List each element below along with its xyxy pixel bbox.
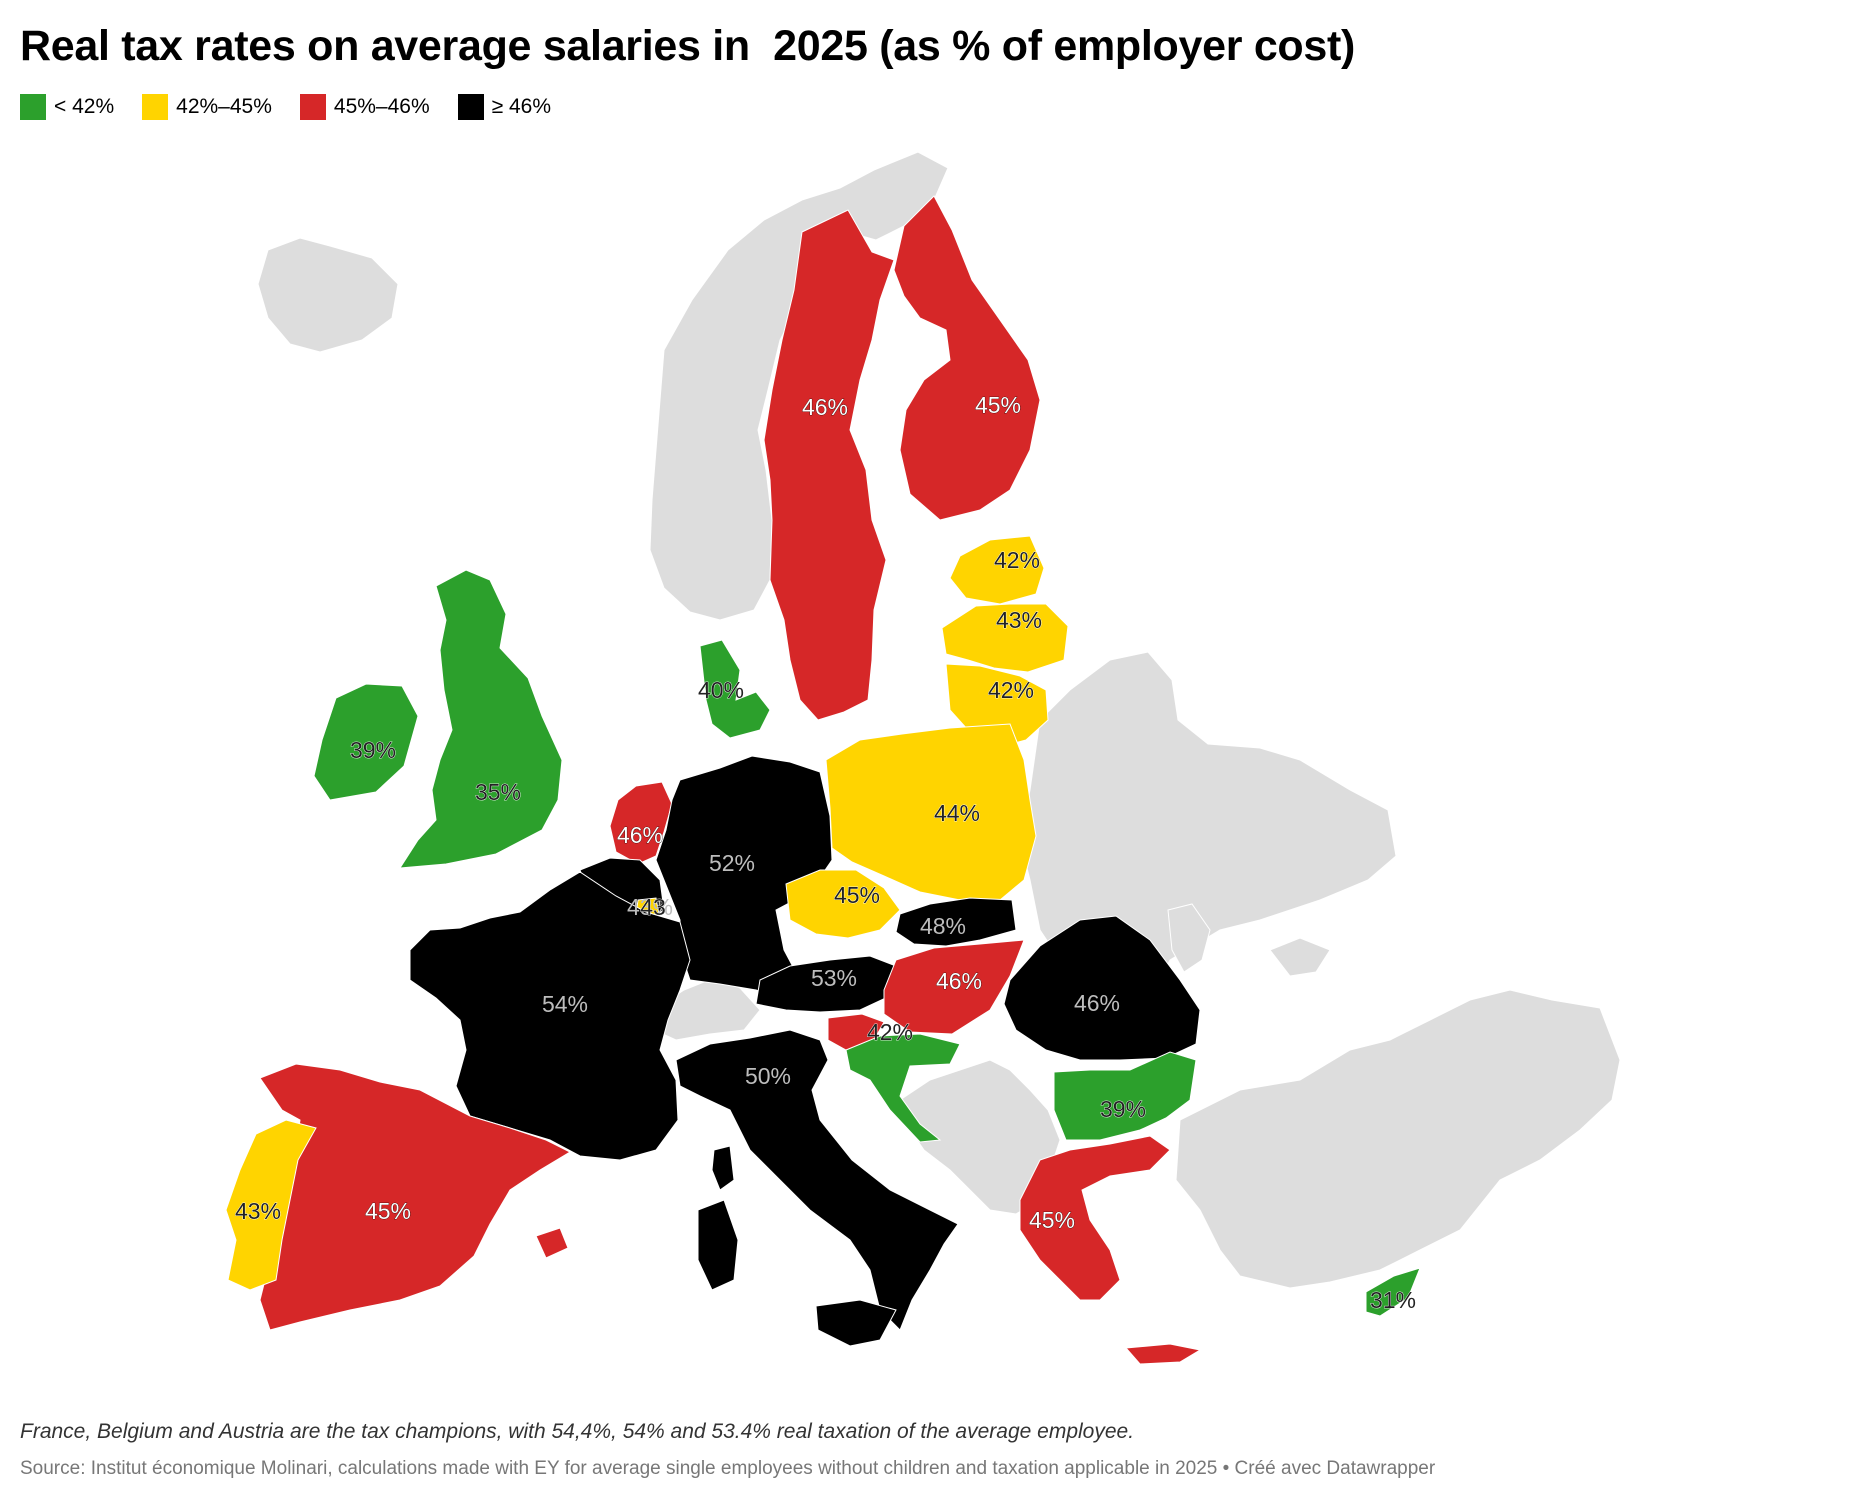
label-lithuania: 42%: [988, 677, 1034, 703]
legend-swatch: [20, 94, 46, 120]
label-bulgaria: 39%: [1100, 1096, 1146, 1122]
legend-item: 42%–45%: [142, 94, 272, 120]
country-slovakia[interactable]: [895, 897, 1017, 947]
country-iceland[interactable]: [257, 237, 399, 353]
country-romania[interactable]: [1003, 915, 1201, 1061]
country-portugal[interactable]: [225, 1119, 317, 1291]
label-netherlands: 46%: [617, 822, 663, 848]
legend-label: < 42%: [54, 95, 115, 118]
country-croatia[interactable]: [845, 1033, 961, 1143]
label-luxembourg: 43: [640, 894, 666, 920]
label-romania: 46%: [1074, 990, 1120, 1016]
label-france: 54%: [542, 991, 588, 1017]
label-czechia: 45%: [834, 882, 880, 908]
country-france[interactable]: [409, 871, 691, 1161]
chart-source: Source: Institut économique Molinari, ca…: [20, 1458, 1436, 1479]
legend-item: 45%–46%: [299, 94, 430, 120]
country-sweden[interactable]: [763, 209, 895, 721]
europe-map: 46% 45% 42% 43% 42% 40% 39% 35% 46% 52% …: [225, 151, 1621, 1365]
legend: < 42% 42%–45% 45%–46% ≥ 46%: [20, 94, 579, 120]
country-russia-caucasus-turkey[interactable]: [1175, 989, 1621, 1289]
label-germany: 52%: [709, 850, 755, 876]
country-netherlands[interactable]: [609, 781, 673, 865]
country-hungary[interactable]: [883, 939, 1025, 1035]
legend-swatch: [142, 94, 169, 120]
label-spain: 45%: [365, 1198, 411, 1224]
label-cyprus: 31%: [1370, 1287, 1416, 1313]
country-bulgaria[interactable]: [1053, 1051, 1197, 1141]
legend-item: < 42%: [20, 94, 114, 120]
country-czechia[interactable]: [785, 869, 901, 939]
label-latvia: 43%: [996, 607, 1042, 633]
country-switzerland[interactable]: [653, 977, 761, 1041]
label-ireland: 39%: [350, 737, 396, 763]
legend-label: 45%–46%: [333, 95, 430, 118]
legend-item: ≥ 46%: [457, 94, 552, 120]
label-denmark: 40%: [698, 677, 744, 703]
label-belgium: 43%: [627, 894, 673, 920]
data-countries: [225, 195, 1421, 1365]
legend-swatch: [457, 94, 484, 120]
country-greece[interactable]: [1019, 1135, 1171, 1301]
country-moldova[interactable]: [1167, 903, 1211, 973]
label-hungary: 46%: [936, 968, 982, 994]
label-slovakia: 48%: [920, 913, 966, 939]
country-denmark[interactable]: [699, 639, 771, 739]
country-italy[interactable]: [675, 1029, 959, 1331]
country-italy-sardinia[interactable]: [697, 1199, 739, 1291]
chart-title: Real tax rates on average salaries in 20…: [20, 22, 1356, 70]
label-sweden: 46%: [802, 394, 848, 420]
legend-label: ≥ 46%: [491, 95, 552, 118]
country-labels: 46% 45% 42% 43% 42% 40% 39% 35% 46% 52% …: [235, 392, 1417, 1314]
country-ireland[interactable]: [313, 683, 419, 801]
country-italy-sicily[interactable]: [815, 1299, 897, 1347]
country-united-kingdom[interactable]: [399, 569, 563, 869]
label-greece: 45%: [1029, 1207, 1075, 1233]
country-poland[interactable]: [825, 723, 1037, 901]
country-crimea[interactable]: [1269, 937, 1331, 977]
legend-swatch: [299, 94, 326, 120]
country-spain-baleares[interactable]: [535, 1227, 569, 1259]
label-united-kingdom: 35%: [475, 779, 521, 805]
country-greece-crete[interactable]: [1124, 1343, 1202, 1365]
country-france-corsica[interactable]: [711, 1145, 735, 1191]
legend-label: 42%–45%: [176, 95, 272, 118]
label-estonia: 42%: [994, 547, 1040, 573]
country-latvia[interactable]: [941, 603, 1069, 673]
country-cyprus[interactable]: [1365, 1267, 1421, 1317]
label-poland: 44%: [934, 800, 980, 826]
label-italy: 50%: [745, 1063, 791, 1089]
label-austria: 53%: [811, 965, 857, 991]
country-estonia[interactable]: [949, 535, 1045, 605]
chart-notes: France, Belgium and Austria are the tax …: [20, 1420, 1135, 1443]
country-finland[interactable]: [893, 195, 1041, 521]
label-croatia: 42%: [867, 1019, 913, 1045]
label-portugal: 43%: [235, 1198, 281, 1224]
label-finland: 45%: [975, 392, 1021, 418]
